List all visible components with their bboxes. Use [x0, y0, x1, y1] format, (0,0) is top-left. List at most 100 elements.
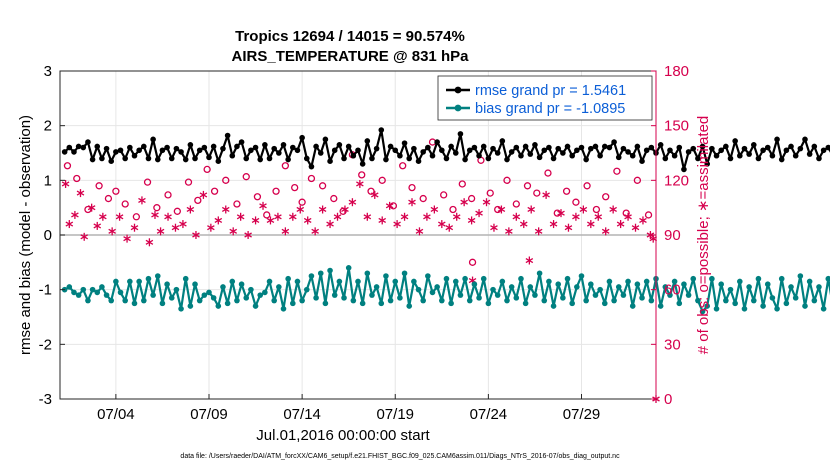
possible-obs-point [367, 187, 375, 195]
possible-obs-point [562, 187, 571, 195]
rmse-point [350, 152, 357, 159]
rmse-point [336, 142, 343, 148]
bias-point [732, 300, 738, 307]
rmse-point [541, 147, 548, 154]
rmse-point [210, 143, 217, 150]
rmse-point [639, 158, 645, 164]
legend-bias-label: bias grand pr = -1.0895 [475, 101, 625, 117]
rmse-point [727, 155, 734, 162]
assimilated-obs-point [519, 220, 528, 229]
assimilated-obs-point [385, 201, 394, 210]
bias-point [317, 270, 324, 277]
rmse-point [71, 149, 77, 155]
rmse-point [522, 143, 529, 150]
rmse-point [695, 155, 701, 162]
rmse-point [685, 149, 692, 155]
rmse-point [331, 147, 338, 154]
bias-point [117, 289, 124, 296]
assimilated-obs-point [348, 198, 357, 207]
bias-point [122, 297, 128, 304]
bias-point [80, 286, 87, 293]
bias-point [336, 278, 343, 285]
rmse-point [434, 139, 440, 145]
rmse-point [383, 156, 389, 163]
rmse-point [462, 156, 468, 163]
bias-point [387, 297, 394, 304]
rmse-point [443, 155, 450, 162]
rmse-point [750, 142, 757, 148]
bias-point [448, 300, 454, 307]
assimilated-obs-point [76, 189, 85, 198]
assimilated-obs-point [393, 220, 401, 229]
rmse-point [499, 138, 506, 144]
assimilated-obs-point [61, 179, 70, 188]
bias-point [94, 289, 101, 296]
rmse-point [178, 149, 184, 155]
bias-point [667, 292, 673, 298]
possible-obs-point [512, 200, 520, 208]
possible-obs-point [318, 182, 327, 190]
assimilated-obs-point [156, 227, 165, 236]
bias-point [257, 292, 264, 298]
possible-obs-point [95, 182, 103, 190]
rmse-point [173, 145, 180, 152]
rmse-point [588, 145, 594, 152]
possible-obs-point [458, 180, 466, 188]
rmse-point [294, 147, 301, 154]
possible-obs-point [503, 176, 511, 184]
possible-obs-point [132, 213, 141, 221]
assimilated-obs-point [525, 256, 534, 265]
bias-point [420, 297, 426, 304]
assimilated-obs-point [214, 216, 223, 225]
bias-point [276, 284, 282, 290]
y-tick-label: 3 [44, 63, 52, 80]
bias-point [527, 284, 534, 290]
bias-point [769, 295, 776, 301]
bias-point [452, 278, 459, 285]
bias-point [820, 306, 827, 312]
possible-obs-point [544, 169, 552, 177]
bias-point [709, 275, 715, 282]
rmse-point [504, 156, 510, 163]
rmse-point [397, 152, 403, 159]
assimilated-obs-point [467, 216, 476, 225]
bias-point [378, 300, 385, 307]
rmse-point [85, 139, 91, 145]
x-tick-label: 07/24 [470, 406, 508, 423]
bias-point [439, 297, 445, 304]
bias-point [75, 292, 82, 298]
assimilated-obs-point [333, 212, 342, 221]
rmse-point [532, 142, 538, 148]
assimilated-obs-point [400, 212, 409, 221]
rmse-point [774, 136, 780, 143]
assimilated-obs-point [564, 223, 573, 232]
bias-point [457, 292, 464, 298]
rmse-point [643, 147, 650, 154]
bias-point [513, 295, 520, 301]
assimilated-obs-point [296, 205, 305, 214]
bias-point [229, 278, 236, 285]
bias-point [168, 295, 175, 301]
rmse-point [699, 143, 706, 150]
possible-obs-point [73, 174, 81, 183]
bias-point [699, 308, 706, 315]
bias-point [541, 297, 548, 304]
assimilated-obs-point [289, 212, 297, 221]
bias-point [671, 278, 678, 285]
rmse-point [448, 143, 454, 150]
y-tick-label: 2 [44, 118, 52, 135]
series-layer [61, 127, 830, 403]
bias-point [629, 303, 636, 309]
bias-point [634, 281, 641, 288]
possible-obs-point [523, 182, 532, 190]
assimilated-obs-point [415, 227, 424, 236]
bias-point [364, 270, 371, 277]
possible-obs-point [468, 258, 477, 266]
rmse-point [145, 155, 152, 162]
rmse-point [224, 132, 231, 139]
rmse-point [317, 150, 324, 156]
rmse-point [569, 152, 575, 159]
bias-point [760, 303, 766, 309]
assimilated-obs-point [452, 212, 461, 221]
